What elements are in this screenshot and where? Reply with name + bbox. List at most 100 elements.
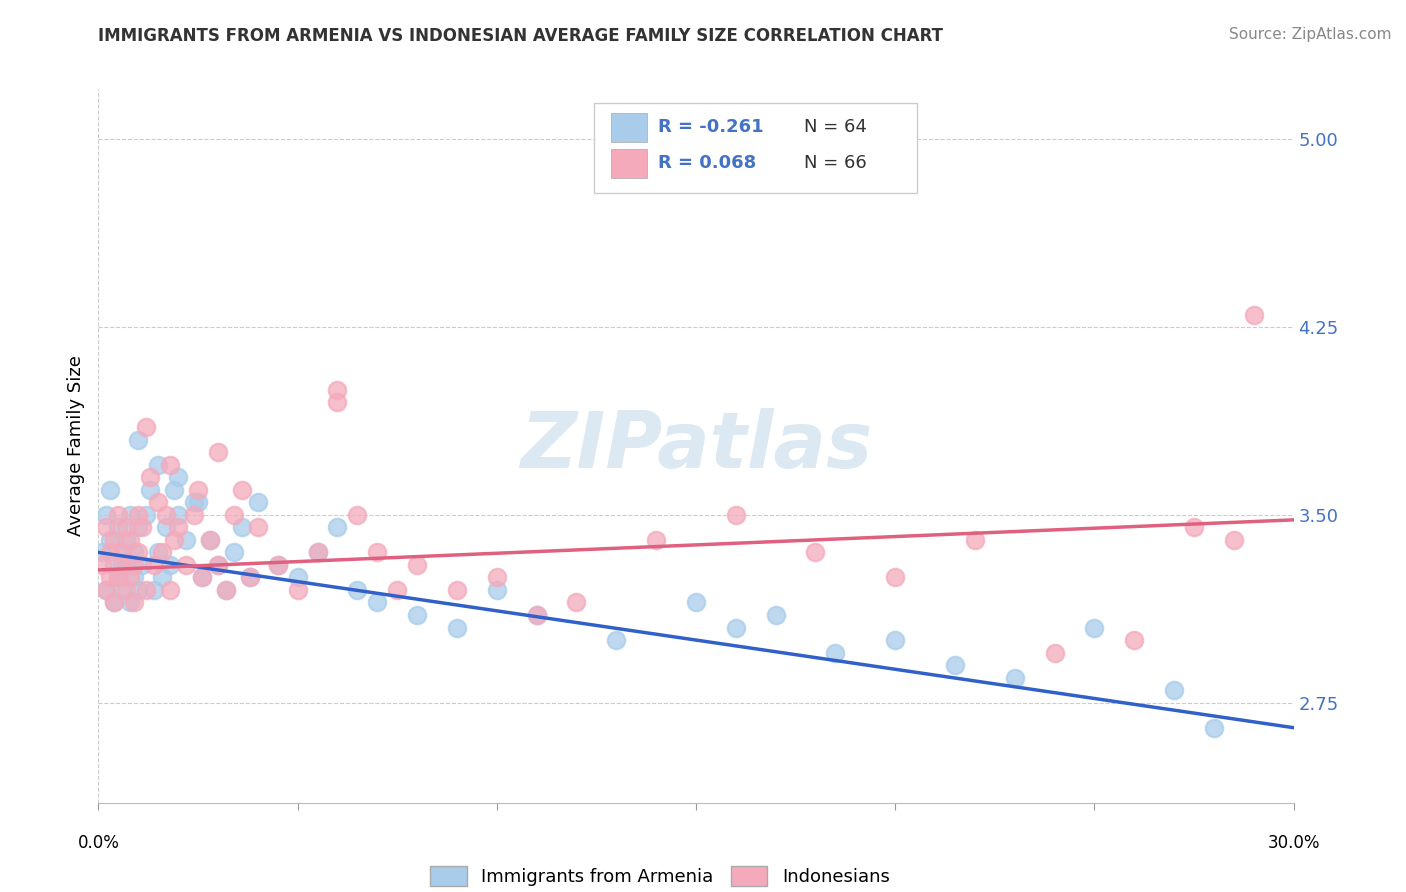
Point — [1043, 646, 1066, 660]
Point — [124, 558, 146, 572]
Point — [884, 570, 907, 584]
Point — [485, 570, 508, 584]
Point — [98, 545, 122, 559]
FancyBboxPatch shape — [612, 113, 647, 142]
Point — [239, 570, 262, 584]
Point — [191, 570, 214, 584]
Point — [765, 607, 787, 622]
Point — [346, 582, 368, 597]
Point — [115, 558, 138, 572]
Point — [207, 558, 229, 572]
Text: R = -0.261: R = -0.261 — [658, 118, 763, 136]
Point — [91, 545, 114, 559]
Point — [191, 570, 214, 584]
Point — [115, 533, 138, 547]
FancyBboxPatch shape — [595, 103, 917, 193]
Point — [98, 483, 122, 497]
Point — [222, 545, 245, 559]
Text: ZIPatlas: ZIPatlas — [520, 408, 872, 484]
Point — [115, 520, 138, 534]
Point — [127, 520, 149, 534]
Text: N = 64: N = 64 — [804, 118, 866, 136]
Point — [148, 545, 170, 559]
Point — [231, 520, 253, 534]
Point — [150, 545, 173, 559]
Point — [148, 458, 170, 472]
Point — [96, 582, 118, 597]
Point — [98, 570, 122, 584]
Text: 30.0%: 30.0% — [1267, 834, 1320, 852]
Point — [159, 458, 181, 472]
Text: N = 66: N = 66 — [804, 153, 866, 171]
Point — [565, 595, 588, 609]
Point — [174, 533, 197, 547]
Point — [1243, 308, 1265, 322]
Point — [246, 520, 269, 534]
Y-axis label: Average Family Size: Average Family Size — [66, 356, 84, 536]
Point — [446, 621, 468, 635]
Point — [111, 545, 134, 559]
Point — [124, 570, 146, 584]
Point — [111, 545, 134, 559]
Point — [131, 520, 153, 534]
Point — [155, 508, 177, 522]
Point — [150, 570, 173, 584]
Point — [143, 582, 166, 597]
Point — [127, 508, 149, 522]
Text: R = 0.068: R = 0.068 — [658, 153, 756, 171]
Point — [159, 582, 181, 597]
Point — [246, 495, 269, 509]
Point — [1123, 633, 1146, 648]
Point — [239, 570, 262, 584]
Point — [163, 483, 186, 497]
Point — [159, 558, 181, 572]
Point — [366, 595, 388, 609]
Point — [135, 582, 157, 597]
Point — [207, 558, 229, 572]
Point — [135, 420, 157, 434]
Point — [120, 595, 142, 609]
Point — [824, 646, 846, 660]
Point — [167, 470, 190, 484]
Point — [326, 383, 349, 397]
Point — [96, 520, 118, 534]
Point — [131, 558, 153, 572]
Point — [1182, 520, 1205, 534]
Point — [231, 483, 253, 497]
Point — [406, 607, 429, 622]
Point — [174, 558, 197, 572]
Point — [406, 558, 429, 572]
Point — [124, 545, 146, 559]
Point — [1202, 721, 1225, 735]
Point — [91, 558, 114, 572]
Point — [167, 520, 190, 534]
Point — [1004, 671, 1026, 685]
Point — [124, 595, 146, 609]
Point — [526, 607, 548, 622]
FancyBboxPatch shape — [612, 149, 647, 178]
Point — [943, 658, 966, 673]
Point — [215, 582, 238, 597]
Text: Source: ZipAtlas.com: Source: ZipAtlas.com — [1229, 27, 1392, 42]
Point — [103, 558, 125, 572]
Point — [143, 558, 166, 572]
Point — [98, 533, 122, 547]
Point — [127, 582, 149, 597]
Point — [326, 395, 349, 409]
Point — [366, 545, 388, 559]
Point — [103, 533, 125, 547]
Point — [148, 495, 170, 509]
Point — [287, 570, 309, 584]
Point — [724, 621, 747, 635]
Point — [485, 582, 508, 597]
Point — [187, 495, 209, 509]
Point — [267, 558, 290, 572]
Point — [183, 495, 205, 509]
Point — [385, 582, 409, 597]
Point — [605, 633, 627, 648]
Point — [107, 570, 129, 584]
Legend: Immigrants from Armenia, Indonesians: Immigrants from Armenia, Indonesians — [423, 858, 897, 892]
Point — [187, 483, 209, 497]
Point — [645, 533, 668, 547]
Point — [1083, 621, 1105, 635]
